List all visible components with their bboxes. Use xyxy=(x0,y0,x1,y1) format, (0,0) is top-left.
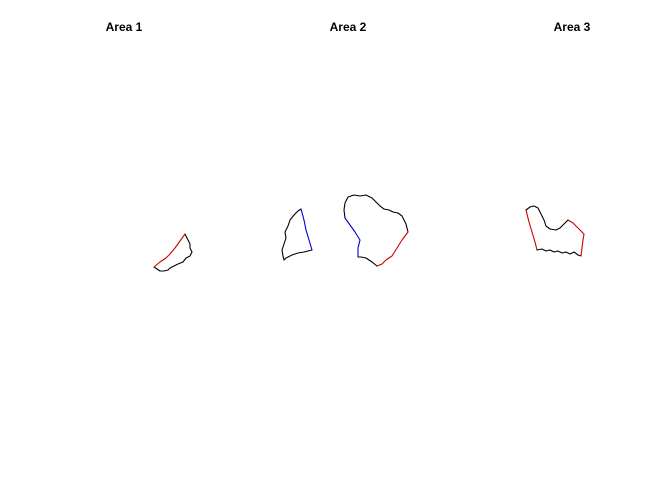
area-2-right-outline xyxy=(343,194,409,233)
panel-title-area-2: Area 2 xyxy=(330,20,367,34)
panel-title-area-3: Area 3 xyxy=(554,20,591,34)
area-3-bottom-outline xyxy=(536,248,582,257)
area-2-right-bottom-outline xyxy=(357,256,378,267)
area-2-left-highlight-edge xyxy=(300,208,313,251)
panel-title-area-1: Area 1 xyxy=(106,20,143,34)
area-1-highlight-edge xyxy=(153,233,186,268)
area-2-right-polygon xyxy=(343,194,409,267)
area-3-polygon xyxy=(525,205,585,257)
panel-area-3: Area 3 xyxy=(525,20,591,257)
area-2-right-red-edge xyxy=(376,231,409,267)
area-2-left-outline xyxy=(281,208,313,261)
panel-area-2: Area 2 xyxy=(281,20,409,267)
area-3-left-highlight-edge xyxy=(525,209,538,251)
area-2-right-blue-edge xyxy=(344,217,361,258)
panel-area-1: Area 1 xyxy=(106,20,193,272)
area-3-right-highlight-edge xyxy=(567,219,585,257)
area-1-outline xyxy=(153,233,193,272)
area-2-left-polygon xyxy=(281,208,313,261)
area-1-polygon xyxy=(153,233,193,272)
area-3-top-outline xyxy=(525,205,569,231)
